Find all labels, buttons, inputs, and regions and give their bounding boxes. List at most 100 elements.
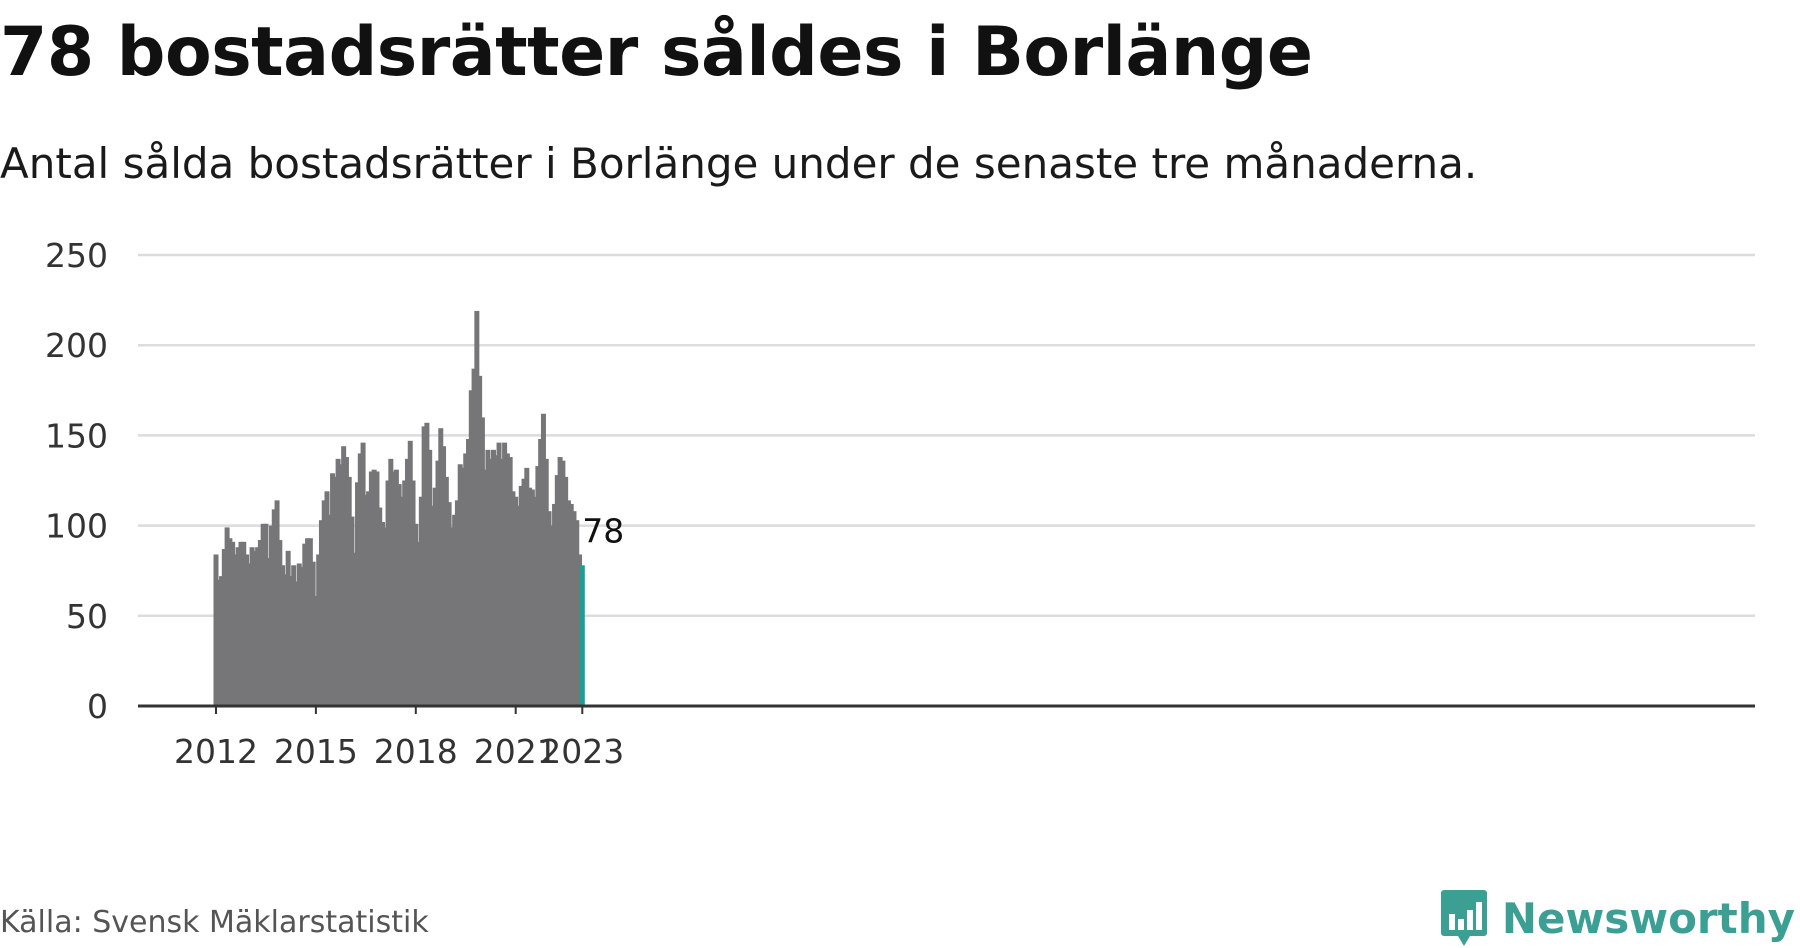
bar — [482, 469, 488, 706]
bar — [307, 538, 313, 706]
bar — [502, 442, 508, 706]
y-tick-label: 100 — [45, 507, 108, 546]
bar — [355, 482, 361, 706]
y-tick-label: 150 — [45, 416, 108, 455]
bar — [330, 473, 336, 706]
y-tick-label: 0 — [87, 687, 108, 726]
bar — [466, 439, 472, 706]
bar — [216, 579, 222, 706]
bar — [427, 449, 433, 706]
y-tick-label: 200 — [45, 326, 108, 365]
bar — [310, 561, 316, 706]
bar — [563, 476, 569, 706]
bar — [282, 574, 288, 706]
x-tick-label: 2021 — [474, 732, 558, 771]
bar — [346, 476, 352, 706]
bar — [479, 417, 485, 706]
bar — [288, 576, 294, 706]
bar — [441, 446, 447, 706]
bar — [568, 503, 574, 706]
brand-name: Newsworthy — [1501, 893, 1795, 943]
chart-title: 78 bostadsrätter såldes i Borlänge — [0, 13, 1313, 92]
bar — [269, 525, 274, 706]
bar — [385, 480, 391, 706]
bar — [396, 484, 402, 706]
bar — [543, 458, 549, 706]
bar — [457, 464, 463, 706]
bar — [244, 554, 250, 706]
bar — [460, 467, 466, 706]
y-tick-label: 250 — [45, 236, 108, 275]
bar — [571, 511, 577, 706]
bar — [302, 543, 308, 706]
x-tick-label: 2018 — [374, 732, 458, 771]
bar — [280, 565, 286, 706]
bar — [352, 552, 358, 706]
bar — [429, 505, 435, 706]
bar — [321, 500, 327, 706]
bar — [524, 467, 530, 706]
bar — [341, 446, 347, 706]
x-tick-label: 2012 — [174, 732, 258, 771]
brand[interactable]: Newsworthy — [1440, 888, 1795, 948]
bar — [565, 500, 571, 706]
bar — [305, 538, 311, 706]
source-note: Källa: Svensk Mäklarstatistik — [0, 905, 429, 940]
bar — [468, 390, 474, 706]
bar — [504, 453, 510, 706]
bar — [343, 457, 349, 706]
x-tick-label: 2023 — [540, 732, 624, 771]
bar — [318, 520, 324, 706]
bar — [291, 565, 297, 706]
bar — [463, 453, 469, 706]
bar — [554, 475, 560, 706]
bar — [577, 554, 583, 706]
bar — [513, 496, 519, 706]
bar — [443, 476, 449, 706]
bar — [449, 527, 455, 706]
bar — [532, 496, 538, 706]
chart-subtitle: Antal sålda bostadsrätter i Borlänge und… — [0, 139, 1478, 188]
bar — [540, 413, 546, 706]
bar — [493, 455, 499, 706]
bar — [418, 496, 424, 706]
bar — [257, 540, 263, 706]
bar — [488, 458, 494, 706]
bar — [349, 516, 355, 706]
bar — [335, 458, 341, 706]
bar — [241, 541, 247, 706]
bar — [277, 540, 283, 706]
bar — [574, 520, 580, 706]
bar — [374, 471, 380, 706]
bar — [249, 547, 255, 706]
x-tick-label: 2015 — [274, 732, 358, 771]
bar — [299, 567, 305, 706]
bar — [227, 538, 233, 706]
bar — [366, 491, 372, 706]
bar — [382, 527, 388, 706]
bar — [579, 565, 585, 706]
bar — [410, 480, 416, 706]
bar — [238, 541, 244, 706]
bar — [413, 523, 419, 706]
newsworthy-logo-icon — [1440, 890, 1487, 946]
bar — [452, 514, 458, 706]
bar — [388, 458, 394, 706]
bar — [527, 487, 533, 706]
bar — [521, 478, 527, 706]
bar — [327, 514, 333, 706]
bar — [316, 554, 322, 706]
bar — [446, 502, 452, 706]
bar — [399, 496, 405, 706]
bar — [357, 453, 363, 706]
bar — [435, 460, 441, 706]
bar — [477, 375, 483, 706]
bar — [338, 464, 344, 706]
bar — [496, 442, 502, 706]
y-tick-label: 50 — [66, 597, 108, 636]
bar — [371, 469, 377, 706]
bar — [421, 426, 427, 706]
bar — [424, 422, 430, 706]
y-axis-labels: 0 50 100 150 200 250 — [45, 236, 108, 726]
